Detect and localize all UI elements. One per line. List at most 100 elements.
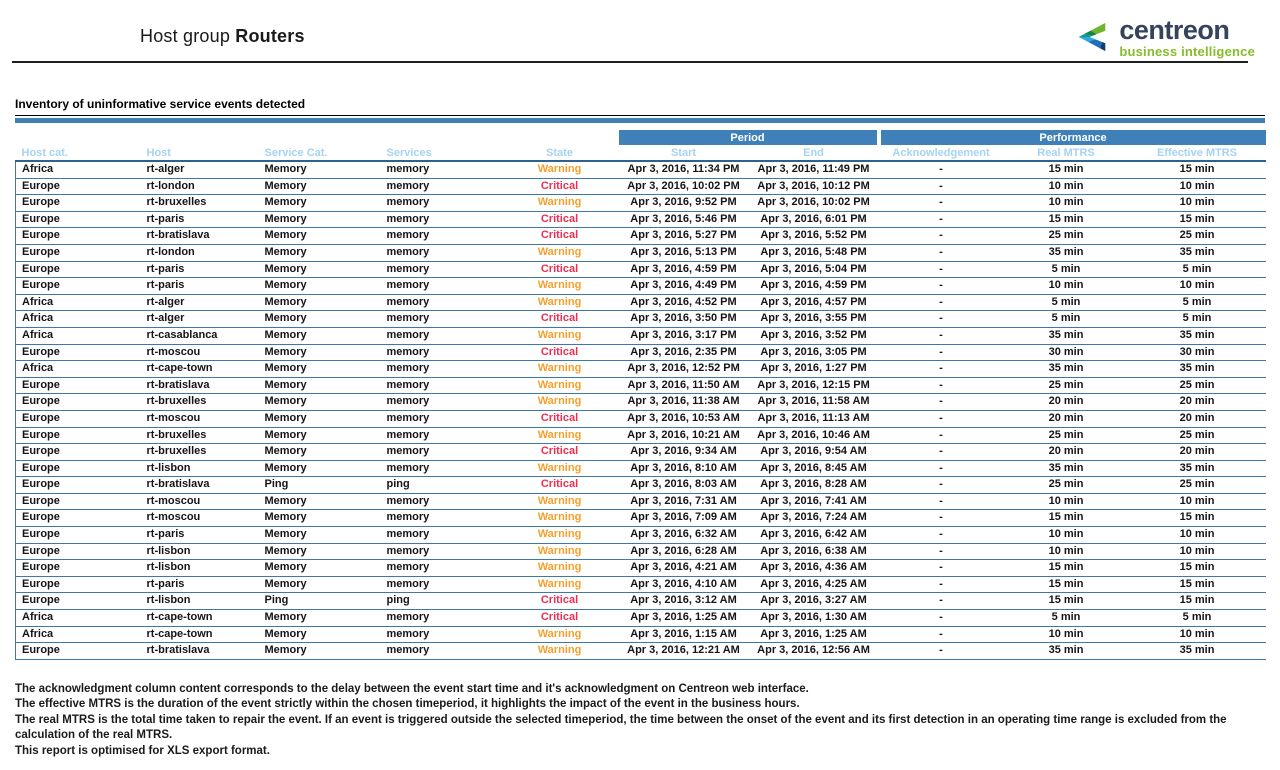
cell-host-cat: Europe [15,410,141,427]
cell-end: Apr 3, 2016, 8:45 AM [760,461,867,474]
cell-service: memory [386,262,430,275]
cell-host-cat: Europe [15,393,141,411]
cell-service-cat: Memory [264,494,307,507]
cell-start: Apr 3, 2016, 4:49 PM [630,279,737,292]
cell-service: ping [386,478,410,491]
cell-real: 10 min [1048,627,1084,640]
cell-service-cat: Memory [264,345,307,358]
cell-state: Warning [537,544,582,557]
cell-service-cat: Memory [264,461,307,474]
cell-service-cat: Memory [264,627,307,640]
cell-service: memory [386,428,430,441]
cell-service-cat: Memory [264,279,307,292]
cell-host: rt-bratislava [146,229,210,242]
report-section: Inventory of uninformative service event… [15,95,1266,660]
cell-start: Apr 3, 2016, 2:35 PM [630,345,737,358]
cell-service: memory [386,229,430,242]
cell-host: rt-paris [146,577,185,590]
column-header-real-mtrs: Real MTRS [1037,146,1095,159]
cell-start: Apr 3, 2016, 5:46 PM [630,212,737,225]
cell-state: Warning [537,395,582,408]
cell-ack: - [939,478,943,491]
cell-service: memory [386,345,430,358]
cell-host-cat: Europe [15,460,141,477]
cell-state: Warning [537,328,582,341]
cell-ack: - [939,196,943,209]
cell-eff: 5 min [1182,295,1212,308]
table-row: Europe rt-bruxelles Memory memory Warning Apr… [15,194,1266,212]
cell-ack: - [939,577,943,590]
cell-host: rt-moscou [146,511,201,524]
cell-service: memory [386,395,430,408]
cell-service: memory [386,245,430,258]
cell-host: rt-lisbon [146,561,191,574]
column-header-host: Host [146,146,171,159]
cell-eff: 10 min [1179,627,1215,640]
cell-state: Warning [537,627,582,640]
cell-service-cat: Memory [264,245,307,258]
cell-eff: 10 min [1179,179,1215,192]
cell-end: Apr 3, 2016, 12:56 AM [757,644,870,657]
cell-eff: 15 min [1179,561,1215,574]
cell-start: Apr 3, 2016, 12:52 PM [627,362,740,375]
cell-eff: 15 min [1179,577,1215,590]
cell-service-cat: Memory [264,229,307,242]
cell-eff: 10 min [1179,279,1215,292]
cell-state: Warning [537,577,582,590]
cell-ack: - [939,395,943,408]
group-header-spacer [16,130,619,145]
cell-service: memory [386,611,430,624]
cell-state: Critical [540,229,579,242]
cell-eff: 15 min [1179,163,1215,175]
cell-start: Apr 3, 2016, 4:52 PM [630,295,737,308]
section-accent-bar [15,118,1265,123]
cell-real: 15 min [1048,163,1084,175]
cell-host-cat: Europe [15,526,141,544]
cell-real: 25 min [1048,478,1084,491]
cell-eff: 25 min [1179,428,1215,441]
cell-service-cat: Memory [264,395,307,408]
column-header-service-cat: Service Cat. [264,146,328,159]
cell-ack: - [939,362,943,375]
cell-service: memory [386,577,430,590]
cell-end: Apr 3, 2016, 10:02 PM [757,196,870,209]
cell-service: memory [386,561,430,574]
cell-start: Apr 3, 2016, 1:15 AM [630,627,737,640]
cell-state: Critical [540,478,579,491]
cell-service-cat: Ping [264,478,289,491]
cell-service-cat: Memory [264,163,307,175]
cell-service: memory [386,378,430,391]
cell-ack: - [939,279,943,292]
cell-real: 10 min [1048,196,1084,209]
cell-eff: 15 min [1179,594,1215,607]
table-row: Europe rt-lisbon Memory memory Warning Apr 3,… [15,543,1266,560]
page-title: Host group Routers [140,26,305,47]
table-row: Africa rt-alger Memory memory Warning Apr 3, … [15,294,1266,311]
cell-end: Apr 3, 2016, 1:27 PM [760,362,867,375]
cell-host: rt-alger [146,312,185,325]
cell-eff: 35 min [1179,362,1215,375]
cell-service-cat: Memory [264,611,307,624]
cell-end: Apr 3, 2016, 10:46 AM [757,428,870,441]
cell-service-cat: Memory [264,328,307,341]
cell-service-cat: Memory [264,411,307,424]
cell-host-cat: Europe [15,244,141,262]
cell-start: Apr 3, 2016, 6:28 AM [630,544,737,557]
table-row: Europe rt-paris Memory memory Warning Apr 3, … [15,526,1266,544]
cell-end: Apr 3, 2016, 5:48 PM [760,245,867,258]
cell-real: 10 min [1048,528,1084,541]
cell-service-cat: Memory [264,577,307,590]
cell-host: rt-lisbon [146,544,191,557]
cell-service-cat: Memory [264,212,307,225]
cell-state: Warning [537,511,582,524]
cell-service: memory [386,511,430,524]
cell-start: Apr 3, 2016, 1:25 AM [630,611,737,624]
cell-service: memory [386,163,430,175]
cell-ack: - [939,494,943,507]
cell-start: Apr 3, 2016, 12:21 AM [627,644,740,657]
cell-host: rt-paris [146,279,185,292]
cell-eff: 30 min [1179,345,1215,358]
cell-real: 10 min [1048,279,1084,292]
cell-host-cat: Africa [15,360,141,378]
cell-state: Warning [537,494,582,507]
